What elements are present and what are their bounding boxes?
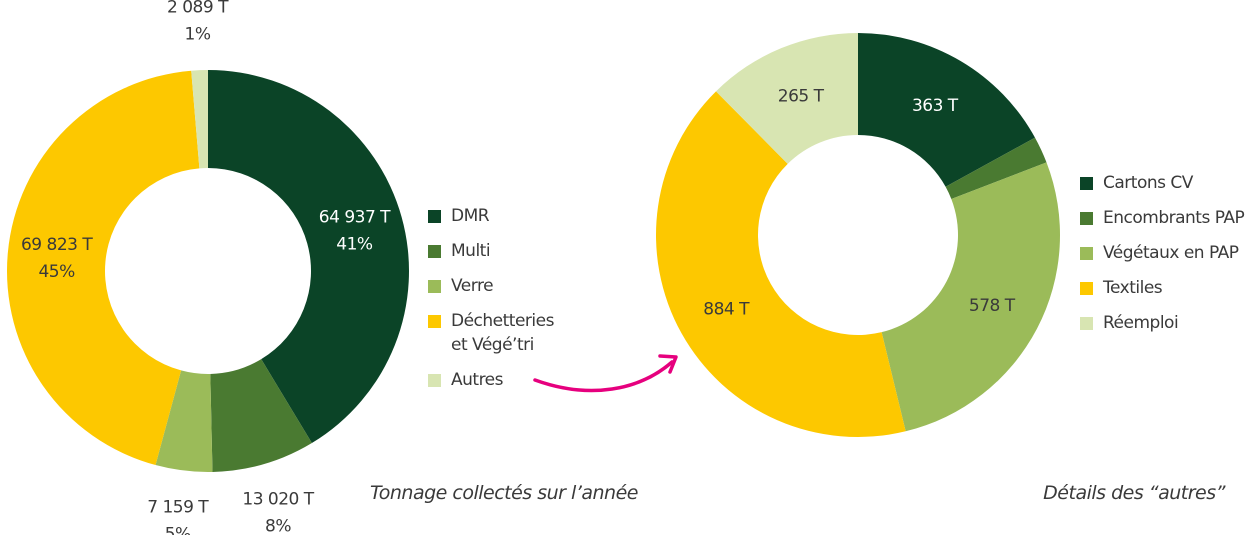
slice	[858, 33, 1035, 187]
legend-label: Autres	[451, 370, 504, 390]
legend-item: Réemploi	[1080, 311, 1250, 335]
slice	[210, 359, 312, 472]
caption: Détails des “autres”	[1043, 482, 1225, 504]
data-label: 2 089 T	[167, 0, 229, 18]
legend-item: DMR	[428, 204, 558, 228]
data-label: 265 T	[778, 86, 825, 106]
arrow-head	[658, 354, 678, 374]
legend-label: Cartons CV	[1103, 173, 1193, 193]
legend-swatch	[1080, 317, 1093, 330]
data-label: 5%	[165, 525, 191, 535]
legend-label: Verre	[451, 276, 494, 296]
slice	[208, 70, 409, 444]
legend-item: Cartons CV	[1080, 171, 1250, 195]
data-label: 884 T	[703, 300, 750, 320]
slice	[945, 137, 1047, 200]
legend-swatch	[428, 374, 441, 387]
data-label: 64 937 T	[319, 208, 391, 228]
data-label: 363 T	[912, 96, 959, 116]
arrow	[533, 360, 674, 393]
slice	[155, 370, 213, 472]
legend-label: Encombrants PAP	[1103, 208, 1245, 228]
legend-label: Végétaux en PAP	[1103, 243, 1239, 263]
legend-label: Textiles	[1103, 278, 1163, 298]
slice	[191, 70, 208, 169]
legend-swatch	[428, 315, 441, 328]
data-label: 45%	[38, 262, 75, 282]
legend-item: Végétaux en PAP	[1080, 241, 1250, 265]
legend: DMR Multi Verre Déchetteries et Végé’tri Aut…	[428, 204, 558, 403]
legend-label: Déchetteries et Végé’tri	[451, 311, 554, 355]
legend-swatch	[428, 210, 441, 223]
legend-swatch	[1080, 282, 1093, 295]
data-label: 7 159 T	[147, 498, 209, 518]
legend-swatch	[428, 245, 441, 258]
data-label: 578 T	[969, 296, 1016, 316]
legend-item: Verre	[428, 274, 558, 298]
legend-item: Déchetteries et Végé’tri	[428, 309, 558, 357]
data-label: 8%	[265, 517, 291, 535]
legend-swatch	[1080, 247, 1093, 260]
legend-item: Multi	[428, 239, 558, 263]
legend-item: Textiles	[1080, 276, 1250, 300]
legend-swatch	[1080, 212, 1093, 225]
legend: Cartons CV Encombrants PAP Végétaux en PAP…	[1080, 171, 1250, 346]
data-label: 41%	[336, 235, 373, 255]
caption: Tonnage collectés sur l’année	[370, 482, 638, 504]
slice	[881, 162, 1060, 432]
legend-swatch	[1080, 177, 1093, 190]
legend-swatch	[428, 280, 441, 293]
data-label: 69 823 T	[21, 235, 93, 255]
data-label: 13 020 T	[242, 490, 314, 510]
legend-item: Encombrants PAP	[1080, 206, 1250, 230]
legend-label: Réemploi	[1103, 313, 1179, 333]
data-label: 1%	[185, 25, 211, 45]
legend-label: DMR	[451, 206, 490, 226]
legend-label: Multi	[451, 241, 491, 261]
slice	[656, 91, 906, 437]
slice	[7, 70, 200, 466]
slice	[716, 33, 858, 164]
legend-item: Autres	[428, 368, 558, 392]
